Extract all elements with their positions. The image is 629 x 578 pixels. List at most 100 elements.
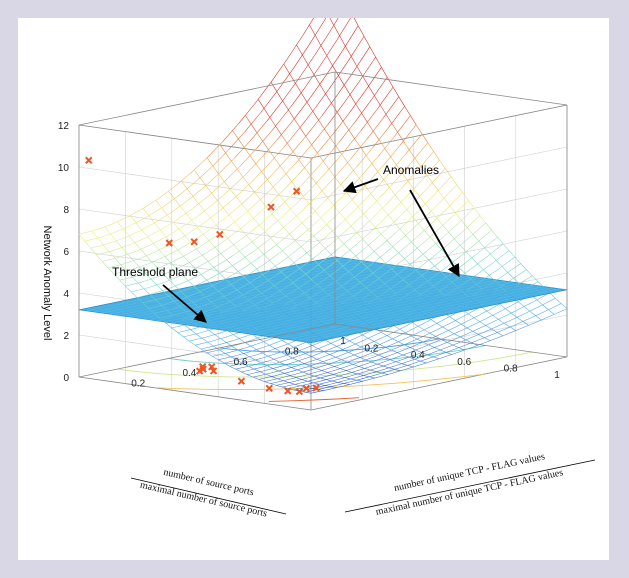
surface-mesh-line bbox=[161, 305, 174, 316]
surface-mesh-line bbox=[208, 296, 225, 304]
surface-mesh-line bbox=[173, 262, 190, 271]
surface-mesh-line bbox=[372, 271, 389, 284]
surface-mesh-line bbox=[466, 279, 483, 291]
surface-mesh-line bbox=[263, 299, 280, 309]
surface-mesh-line bbox=[427, 348, 444, 356]
surface-mesh-line bbox=[516, 275, 533, 287]
surface-mesh-line bbox=[498, 256, 515, 270]
surface-mesh-line bbox=[330, 343, 343, 350]
surface-mesh-line bbox=[314, 30, 331, 56]
surface-mesh-line bbox=[317, 152, 330, 170]
surface-mesh-line bbox=[332, 65, 345, 86]
surface-mesh-line bbox=[324, 184, 341, 202]
surface-mesh-line bbox=[374, 251, 386, 264]
surface-mesh-line bbox=[452, 200, 469, 217]
surface-mesh-line bbox=[204, 210, 217, 226]
surface-mesh-line bbox=[431, 336, 448, 344]
surface-mesh-line bbox=[410, 251, 427, 265]
surface-mesh-line bbox=[306, 361, 323, 368]
surface-mesh-line bbox=[393, 347, 411, 355]
anomaly-point bbox=[292, 187, 301, 195]
surface-mesh-line bbox=[205, 185, 218, 201]
surface-mesh-line bbox=[142, 208, 155, 224]
surface-mesh-line bbox=[322, 141, 340, 162]
surface-mesh-line bbox=[289, 353, 306, 360]
surface-mesh-line bbox=[494, 280, 511, 291]
surface-mesh-line bbox=[212, 285, 225, 297]
surface-mesh-line bbox=[279, 361, 292, 368]
surface-mesh-line bbox=[367, 164, 385, 183]
surface-mesh-line bbox=[350, 277, 367, 290]
anomaly-point bbox=[165, 239, 173, 247]
surface-mesh-line bbox=[485, 317, 502, 326]
surface-plot: 0 2 4 6 8 10 12 0.2 0.4 0.6 0.8 1 0.2 0.4 0.6 0.8 1 Netw… bbox=[41, 18, 596, 520]
surface-mesh-line bbox=[163, 274, 176, 287]
surface-mesh-line bbox=[338, 121, 356, 143]
surface-mesh-line bbox=[401, 363, 414, 368]
surface-mesh-line bbox=[216, 340, 233, 346]
surface-mesh-line bbox=[91, 230, 104, 246]
surface-mesh-line bbox=[190, 279, 207, 288]
surface-mesh-line bbox=[298, 55, 315, 80]
surface-mesh-line bbox=[314, 208, 331, 224]
surface-mesh-line bbox=[235, 181, 253, 197]
surface-mesh-line bbox=[391, 123, 404, 142]
threshold-plane-mesh bbox=[256, 281, 513, 336]
surface-mesh-line bbox=[411, 241, 424, 255]
surface-mesh-line bbox=[252, 376, 265, 382]
surface-mesh-line bbox=[460, 274, 478, 286]
surface-mesh-line bbox=[491, 328, 504, 336]
surface-mesh-line bbox=[212, 276, 229, 287]
surface-mesh-line bbox=[250, 121, 267, 141]
surface-mesh-line bbox=[347, 36, 365, 62]
surface-mesh-line bbox=[136, 297, 149, 309]
surface-mesh-line bbox=[373, 363, 390, 370]
surface-mesh-line bbox=[142, 197, 160, 209]
surface-mesh-line bbox=[257, 363, 274, 369]
surface-mesh-line bbox=[292, 45, 310, 70]
surface-mesh-line bbox=[417, 285, 434, 298]
surface-mesh-line bbox=[252, 373, 270, 378]
surface-mesh-line bbox=[138, 282, 150, 295]
surface-mesh-line bbox=[390, 359, 402, 364]
surface-mesh-line bbox=[174, 301, 186, 313]
surface-mesh-line bbox=[532, 275, 544, 288]
surface-mesh-line bbox=[389, 358, 406, 365]
surface-mesh-line bbox=[290, 208, 303, 224]
surface-mesh-line bbox=[199, 328, 216, 334]
z-tick-label: 8 bbox=[63, 205, 69, 216]
z-tick-label: 10 bbox=[58, 163, 70, 174]
surface-mesh-line bbox=[216, 255, 234, 266]
surface-mesh-line bbox=[119, 275, 136, 281]
surface-mesh-line bbox=[482, 268, 499, 281]
surface-mesh-line bbox=[248, 231, 266, 245]
surface-mesh-line bbox=[196, 333, 208, 343]
surface-mesh-line bbox=[362, 287, 379, 300]
surface-mesh-line bbox=[78, 229, 96, 235]
surface-mesh-line bbox=[250, 346, 267, 352]
threshold-arrow bbox=[162, 284, 207, 323]
surface-mesh-line bbox=[370, 335, 387, 344]
surface-mesh-line bbox=[102, 257, 119, 262]
surface-mesh-line bbox=[303, 196, 316, 212]
surface-mesh-line bbox=[353, 18, 359, 26]
surface-mesh-line bbox=[457, 317, 475, 327]
surface-mesh-line bbox=[274, 285, 286, 297]
surface-mesh-line bbox=[415, 349, 428, 356]
surface-mesh-line bbox=[446, 276, 458, 288]
surface-mesh-line bbox=[211, 249, 228, 260]
surface-mesh-line bbox=[349, 249, 362, 263]
surface-mesh-line bbox=[383, 281, 401, 294]
surface-mesh-line bbox=[191, 220, 204, 235]
surface-mesh-line bbox=[450, 176, 463, 193]
surface-mesh-line bbox=[427, 354, 440, 360]
surface-mesh-line bbox=[302, 371, 315, 377]
threshold-plane-mesh bbox=[94, 258, 351, 313]
surface-mesh-line bbox=[263, 254, 276, 267]
surface-mesh-line bbox=[113, 269, 130, 275]
surface-mesh-line bbox=[251, 360, 268, 366]
surface-mesh-line bbox=[100, 231, 117, 238]
surface-mesh-line bbox=[376, 371, 388, 375]
surface-mesh-line bbox=[331, 228, 348, 244]
surface-mesh-line bbox=[198, 203, 215, 217]
